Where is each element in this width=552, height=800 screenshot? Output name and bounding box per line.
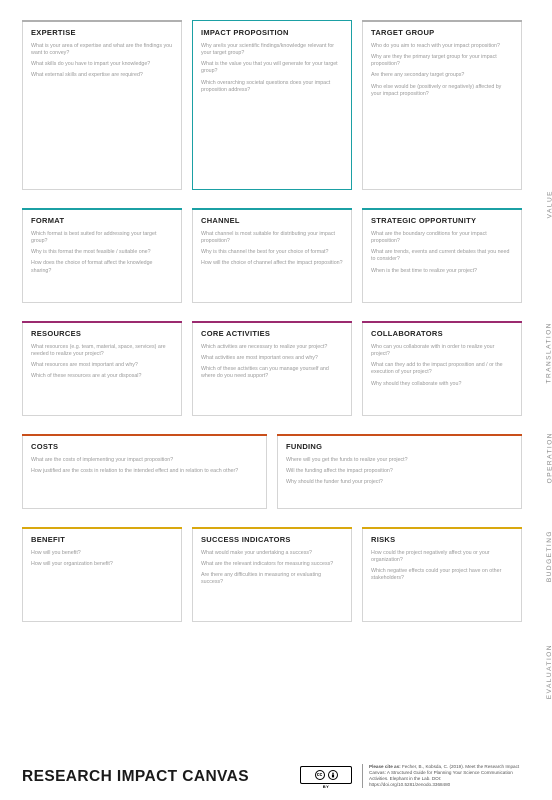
- canvas-grid: EXPERTISE What is your area of expertise …: [22, 20, 522, 640]
- card-question: What is your area of expertise and what …: [31, 43, 173, 57]
- card-question: Where will you get the funds to realize …: [286, 457, 513, 464]
- card-benefit: BENEFIT How will you benefit? How will you…: [22, 527, 182, 622]
- row-label-budgeting: BUDGETING: [546, 530, 552, 582]
- citation-prefix: Please cite as:: [369, 764, 402, 769]
- card-question: Why are they the primary target group fo…: [371, 54, 513, 68]
- card-title: STRATEGIC OPPORTUNITY: [371, 216, 513, 225]
- citation: Please cite as: Fecher, B., Kobsda, C. (…: [362, 764, 522, 788]
- accent-bar: [22, 527, 182, 529]
- card-question: What external skills and expertise are r…: [31, 72, 173, 79]
- card-risks: RISKS How could the project negatively af…: [362, 527, 522, 622]
- card-title: SUCCESS INDICATORS: [201, 535, 343, 544]
- card-title: IMPACT PROPOSITION: [201, 28, 343, 37]
- card-question: What skills do you have to impart your k…: [31, 61, 173, 68]
- card-question: How will you benefit?: [31, 550, 173, 557]
- accent-bar: [192, 321, 352, 323]
- card-question: How could the project negatively affect …: [371, 550, 513, 564]
- card-question: What resources (e.g. team, material, spa…: [31, 344, 173, 358]
- card-question: What activities are most important ones …: [201, 355, 343, 362]
- card-question: Which of these activities can you manage…: [201, 366, 343, 380]
- accent-bar: [192, 208, 352, 210]
- accent-bar: [362, 208, 522, 210]
- card-channel: CHANNEL What channel is most suitable for…: [192, 208, 352, 303]
- row-budgeting: COSTS What are the costs of implementing …: [22, 434, 522, 509]
- card-collaborators: COLLABORATORS Who can you collaborate wit…: [362, 321, 522, 416]
- card-question: Which format is best suited for addressi…: [31, 231, 173, 245]
- card-target-group: TARGET GROUP Who do you aim to reach with…: [362, 20, 522, 190]
- card-question: When is the best time to realize your pr…: [371, 268, 513, 275]
- card-title: COSTS: [31, 442, 258, 451]
- card-question: Which negative effects could your projec…: [371, 568, 513, 582]
- card-title: RESOURCES: [31, 329, 173, 338]
- card-question: How justified are the costs in relation …: [31, 468, 258, 475]
- card-question: What are the costs of implementing your …: [31, 457, 258, 464]
- card-title: FORMAT: [31, 216, 173, 225]
- card-expertise: EXPERTISE What is your area of expertise …: [22, 20, 182, 190]
- accent-bar: [22, 208, 182, 210]
- card-question: Who can you collaborate with in order to…: [371, 344, 513, 358]
- card-title: COLLABORATORS: [371, 329, 513, 338]
- card-question: How will the choice of channel affect th…: [201, 260, 343, 267]
- accent-bar: [277, 434, 522, 436]
- card-question: Are there any difficulties in measuring …: [201, 572, 343, 586]
- cc-by-label: BY: [301, 784, 351, 789]
- accent-bar: [362, 321, 522, 323]
- card-question: Why are/is your scientific findings/know…: [201, 43, 343, 57]
- card-question: Why is this channel the best for your ch…: [201, 249, 343, 256]
- card-title: CORE ACTIVITIES: [201, 329, 343, 338]
- card-question: What would make your undertaking a succe…: [201, 550, 343, 557]
- card-core-activities: CORE ACTIVITIES Which activities are nece…: [192, 321, 352, 416]
- card-question: What are trends, events and current deba…: [371, 249, 513, 263]
- accent-bar: [192, 527, 352, 529]
- cc-icon: cc: [315, 770, 325, 780]
- row-evaluation: BENEFIT How will you benefit? How will you…: [22, 527, 522, 622]
- card-costs: COSTS What are the costs of implementing …: [22, 434, 267, 509]
- card-title: TARGET GROUP: [371, 28, 513, 37]
- card-question: What is the value you that you will gene…: [201, 61, 343, 75]
- card-question: Which of these resources are at your dis…: [31, 373, 173, 380]
- card-title: BENEFIT: [31, 535, 173, 544]
- card-title: EXPERTISE: [31, 28, 173, 37]
- card-resources: RESOURCES What resources (e.g. team, mate…: [22, 321, 182, 416]
- card-question: Which overarching societal questions doe…: [201, 80, 343, 94]
- card-title: FUNDING: [286, 442, 513, 451]
- card-question: Who else would be (positively or negativ…: [371, 84, 513, 98]
- card-funding: FUNDING Where will you get the funds to r…: [277, 434, 522, 509]
- card-question: How will your organization benefit?: [31, 561, 173, 568]
- card-question: Who do you aim to reach with your impact…: [371, 43, 513, 50]
- card-question: Why should the funder fund your project?: [286, 479, 513, 486]
- card-format: FORMAT Which format is best suited for ad…: [22, 208, 182, 303]
- row-operation: RESOURCES What resources (e.g. team, mate…: [22, 321, 522, 416]
- card-strategic-opportunity: STRATEGIC OPPORTUNITY What are the bounda…: [362, 208, 522, 303]
- card-question: What channel is most suitable for distri…: [201, 231, 343, 245]
- card-impact-proposition: IMPACT PROPOSITION Why are/is your scient…: [192, 20, 352, 190]
- card-question: Why should they collaborate with you?: [371, 381, 513, 388]
- card-question: What can they add to the impact proposit…: [371, 362, 513, 376]
- card-title: RISKS: [371, 535, 513, 544]
- row-label-operation: OPERATION: [546, 432, 552, 483]
- card-success-indicators: SUCCESS INDICATORS What would make your u…: [192, 527, 352, 622]
- row-label-translation: TRANSLATION: [546, 322, 552, 384]
- cc-by-badge: cc BY: [300, 766, 352, 784]
- card-question: Will the funding affect the impact propo…: [286, 468, 513, 475]
- accent-bar: [22, 434, 267, 436]
- row-label-value: VALUE: [546, 190, 552, 218]
- accent-bar: [362, 20, 522, 22]
- accent-bar: [362, 527, 522, 529]
- card-question: What resources are most important and wh…: [31, 362, 173, 369]
- card-title: CHANNEL: [201, 216, 343, 225]
- card-question: Are there any secondary target groups?: [371, 72, 513, 79]
- card-question: How does the choice of format affect the…: [31, 260, 173, 274]
- row-value: EXPERTISE What is your area of expertise …: [22, 20, 522, 190]
- canvas-title: RESEARCH IMPACT CANVAS: [22, 768, 249, 786]
- card-question: What are the boundary conditions for you…: [371, 231, 513, 245]
- accent-bar: [22, 321, 182, 323]
- row-label-evaluation: EVALUATION: [546, 644, 552, 699]
- row-translation: FORMAT Which format is best suited for ad…: [22, 208, 522, 303]
- by-icon: [328, 770, 338, 780]
- card-question: Why is this format the most feasible / s…: [31, 249, 173, 256]
- card-question: What are the relevant indicators for mea…: [201, 561, 343, 568]
- card-question: Which activities are necessary to realiz…: [201, 344, 343, 351]
- accent-bar: [22, 20, 182, 22]
